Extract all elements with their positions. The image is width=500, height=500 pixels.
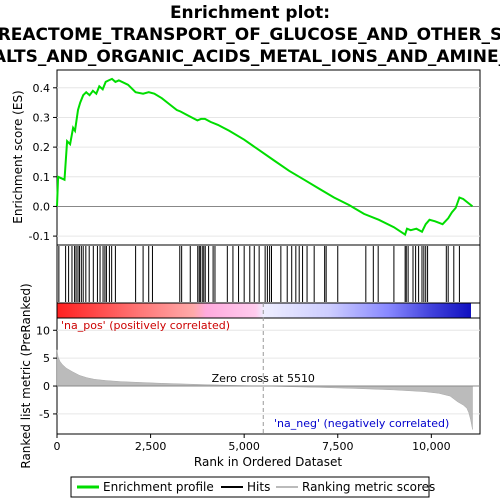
x-tick-label: 2,500 bbox=[135, 440, 167, 453]
enrichment-score-panel: 0.4 0.3 0.2 0.1 0.0 -0.1 Enrichment score (ES… bbox=[11, 69, 481, 246]
legend-enrichment-label: Enrichment profile bbox=[103, 480, 214, 494]
rank-y-tick-label: 5 bbox=[43, 352, 50, 365]
title-line-2: REACTOME_TRANSPORT_OF_GLUCOSE_AND_OTHER_… bbox=[0, 25, 500, 45]
ranking-metric-panel: 10 5 0 -5 0 2,500 5,000 7,500 10,000 Zero cross… bbox=[19, 283, 481, 469]
es-y-tick-label: 0.3 bbox=[33, 111, 51, 124]
hits-panel bbox=[56, 244, 481, 304]
title-line-1: Enrichment plot: bbox=[170, 3, 330, 23]
rank-y-tick-label: 0 bbox=[43, 380, 50, 393]
rank-color-band bbox=[56, 302, 481, 319]
rank-panel-frame bbox=[56, 317, 481, 435]
enrichment-profile-line bbox=[56, 77, 474, 237]
es-y-tick-label: 0.1 bbox=[33, 171, 51, 184]
rank-y-tick-label: 10 bbox=[36, 324, 50, 337]
es-y-tick-label: 0.4 bbox=[33, 82, 51, 95]
x-tick-label: 7,500 bbox=[322, 440, 354, 453]
es-y-axis-label: Enrichment score (ES) bbox=[11, 90, 25, 223]
zero-cross-label: Zero cross at 5510 bbox=[212, 372, 315, 385]
x-tick-label: 10,000 bbox=[412, 440, 451, 453]
x-tick-label: 5,000 bbox=[228, 440, 260, 453]
negative-correlation-label: 'na_neg' (negatively correlated) bbox=[274, 417, 449, 430]
legend: Enrichment profile Hits Ranking metric s… bbox=[70, 476, 435, 498]
legend-ranking-label: Ranking metric scores bbox=[302, 480, 435, 494]
hits-panel-frame bbox=[56, 244, 481, 304]
x-axis-label: Rank in Ordered Dataset bbox=[194, 455, 342, 469]
legend-frame bbox=[70, 476, 430, 498]
es-y-tick-label: -0.1 bbox=[29, 230, 50, 243]
es-y-tick-label: 0.0 bbox=[33, 200, 51, 213]
rank-y-axis-label: Ranked list metric (PreRanked) bbox=[19, 283, 33, 468]
rank-gradient bbox=[57, 303, 471, 318]
rank-y-tick-label: -5 bbox=[39, 408, 50, 421]
x-tick-label: 0 bbox=[54, 440, 61, 453]
es-y-tick-label: 0.2 bbox=[33, 141, 51, 154]
positive-correlation-label: 'na_pos' (positively correlated) bbox=[61, 319, 230, 332]
legend-hits-label: Hits bbox=[247, 480, 270, 494]
title-line-3: ALTS_AND_ORGANIC_ACIDS_METAL_IONS_AND_AM… bbox=[0, 47, 500, 67]
